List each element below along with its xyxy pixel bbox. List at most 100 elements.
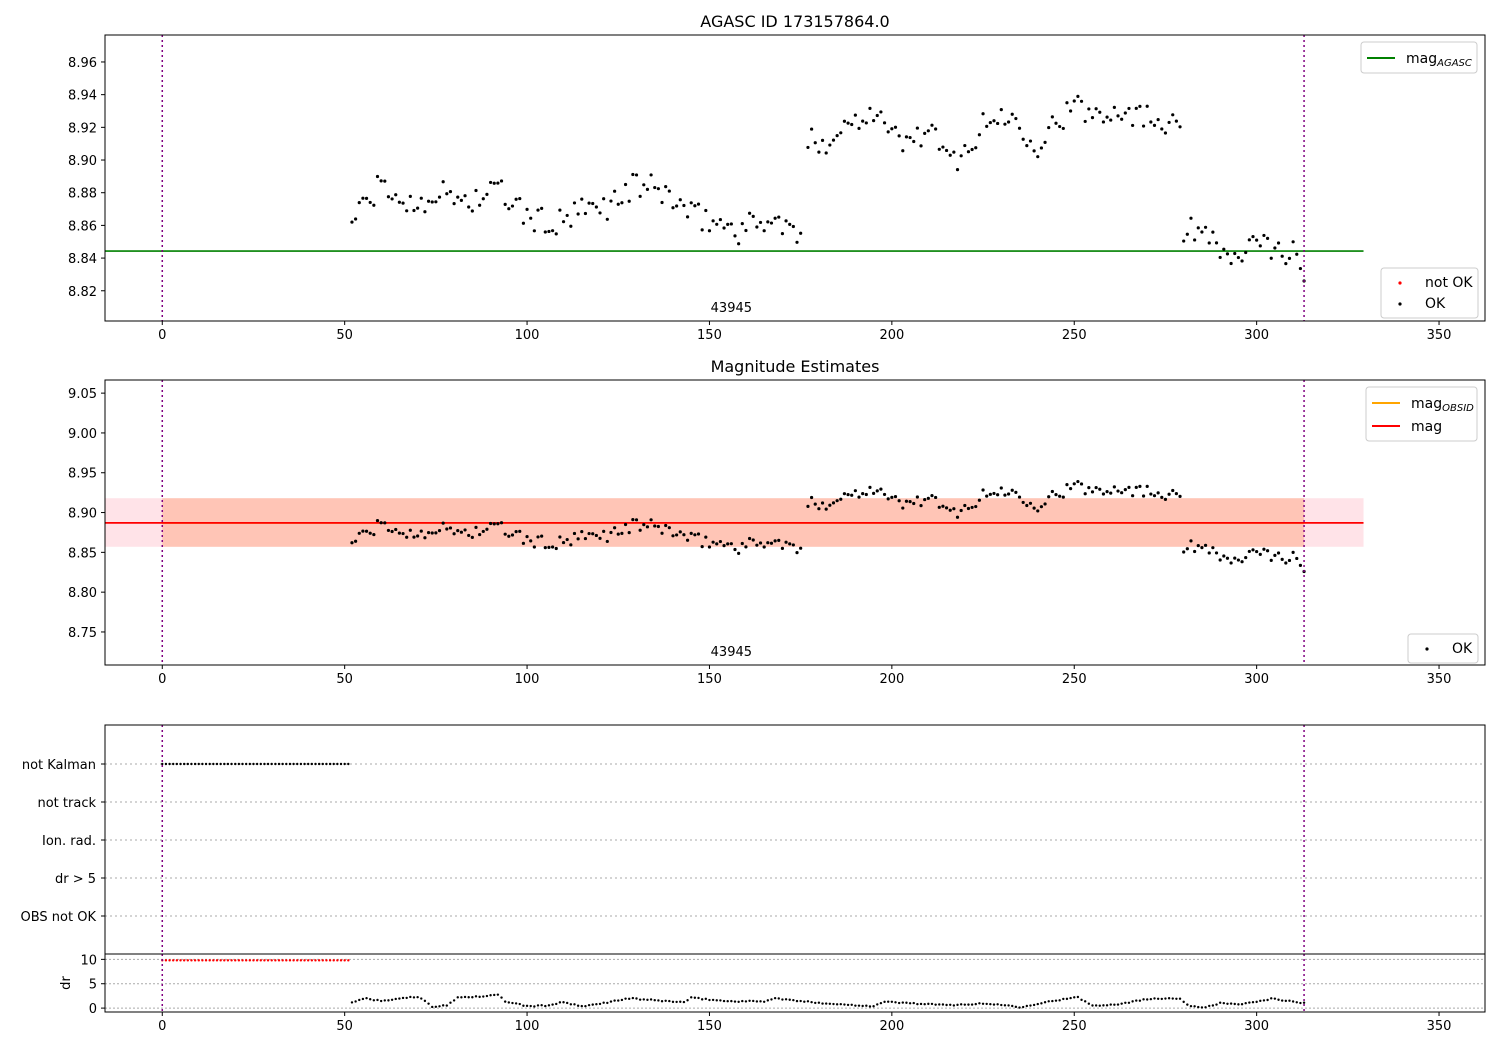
data-point-ok xyxy=(729,542,733,546)
data-point-ok xyxy=(872,491,876,495)
dr-point-ok xyxy=(562,1001,565,1004)
data-point-ok xyxy=(609,530,613,535)
dr-point-ok xyxy=(551,1003,554,1006)
dr-point-ok xyxy=(1007,1004,1010,1007)
data-point-ok xyxy=(1039,146,1044,150)
data-point-ok xyxy=(1043,140,1047,144)
dr-point-not-ok xyxy=(226,959,230,962)
data-point-ok xyxy=(992,119,996,123)
dr-point-ok xyxy=(1240,1003,1244,1006)
flags-panel: not Kalman not track Ion. rad. dr > 5 OBS no… xyxy=(21,724,1486,955)
data-point-ok xyxy=(416,534,420,538)
data-point-ok xyxy=(525,534,529,539)
dr-point-ok xyxy=(587,1003,591,1007)
dr-point-ok xyxy=(715,999,718,1002)
dr-point-ok xyxy=(1040,1002,1043,1005)
dr-point-ok xyxy=(657,999,660,1002)
dr-point-ok xyxy=(883,1000,886,1004)
dr-point-ok xyxy=(649,998,653,1001)
data-point-ok xyxy=(777,538,781,542)
dr-point-ok xyxy=(711,998,715,1002)
dr-point-ok xyxy=(660,1000,664,1003)
data-point-ok xyxy=(529,539,533,543)
data-point-ok xyxy=(386,528,391,533)
data-point-ok xyxy=(850,493,854,497)
data-point-ok xyxy=(882,492,887,497)
data-point-ok xyxy=(452,532,456,536)
data-point-ok xyxy=(1116,489,1120,493)
dr-point-ok xyxy=(1120,1002,1123,1005)
dr-point-ok xyxy=(511,1001,514,1005)
dr-point-ok xyxy=(463,995,467,999)
data-point-ok xyxy=(675,533,679,537)
dr-point-ok xyxy=(759,1000,762,1003)
data-point-ok xyxy=(1156,117,1160,122)
dr-point-ok xyxy=(471,996,474,999)
data-point-ok xyxy=(594,533,598,538)
data-point-ok xyxy=(1276,551,1281,555)
data-point-ok xyxy=(576,537,580,541)
data-point-ok xyxy=(649,518,653,522)
data-point-ok xyxy=(700,544,704,549)
dr-point-ok xyxy=(642,998,645,1001)
dr-point-ok xyxy=(474,995,478,998)
dr-point-not-ok xyxy=(208,959,211,962)
flag-point xyxy=(270,762,273,766)
data-point-ok xyxy=(1240,560,1244,564)
dr-point-ok xyxy=(693,996,697,999)
dr-point-ok xyxy=(1226,1002,1229,1005)
dr-point-ok xyxy=(1291,1000,1295,1003)
data-point-ok xyxy=(664,523,668,528)
data-point-ok xyxy=(1160,127,1164,131)
dr-point-ok xyxy=(1156,997,1160,1000)
data-point-ok xyxy=(992,491,996,496)
data-point-ok xyxy=(1214,241,1219,245)
y-tick-label: 8.82 xyxy=(68,285,97,300)
dr-point-ok xyxy=(576,1004,580,1007)
dr-point-ok xyxy=(930,1002,934,1006)
dr-point-ok xyxy=(744,1000,748,1003)
data-point-ok xyxy=(426,531,431,535)
data-point-ok xyxy=(1094,107,1098,111)
dr-point-ok xyxy=(908,1002,912,1005)
dr-point-ok xyxy=(752,999,755,1003)
dr-point-ok xyxy=(1244,1002,1247,1005)
dr-point-ok xyxy=(981,1002,985,1005)
data-point-ok xyxy=(1189,539,1193,543)
data-point-ok xyxy=(937,505,941,509)
data-point-ok xyxy=(707,229,712,233)
data-point-ok xyxy=(1058,494,1062,498)
data-point-ok xyxy=(1273,246,1277,250)
data-point-ok xyxy=(846,121,850,125)
data-point-ok xyxy=(846,492,850,497)
dr-point-ok xyxy=(1211,1004,1215,1007)
dr-point-not-ok xyxy=(259,959,262,962)
data-point-ok xyxy=(412,208,416,213)
data-point-ok xyxy=(879,110,883,114)
dr-point-ok xyxy=(967,1003,970,1006)
data-point-ok xyxy=(1065,483,1069,487)
dr-point-ok xyxy=(803,1000,806,1003)
dr-point-ok xyxy=(401,996,405,1000)
data-point-ok xyxy=(868,485,872,490)
data-point-ok xyxy=(631,172,635,177)
dr-point-ok xyxy=(1032,1003,1036,1007)
data-point-ok xyxy=(667,526,671,530)
dr-point-ok xyxy=(675,1000,678,1004)
dr-point-ok xyxy=(1069,996,1072,1000)
data-point-ok xyxy=(408,528,412,532)
data-point-ok xyxy=(1298,266,1303,271)
data-point-ok xyxy=(653,524,657,528)
flag-point xyxy=(223,762,226,766)
data-point-ok xyxy=(1178,125,1182,129)
obsid-annotation: 43945 xyxy=(711,301,752,316)
dr-point-not-ok xyxy=(201,959,204,962)
dr-point-ok xyxy=(1021,1005,1025,1009)
x-tick-label: 100 xyxy=(515,1019,540,1034)
flag-point xyxy=(161,762,164,766)
flag-point xyxy=(252,762,255,766)
data-point-ok xyxy=(1112,485,1116,489)
y-tick-label: 8.90 xyxy=(68,507,97,522)
data-point-ok xyxy=(423,536,427,540)
data-point-ok xyxy=(583,536,588,541)
